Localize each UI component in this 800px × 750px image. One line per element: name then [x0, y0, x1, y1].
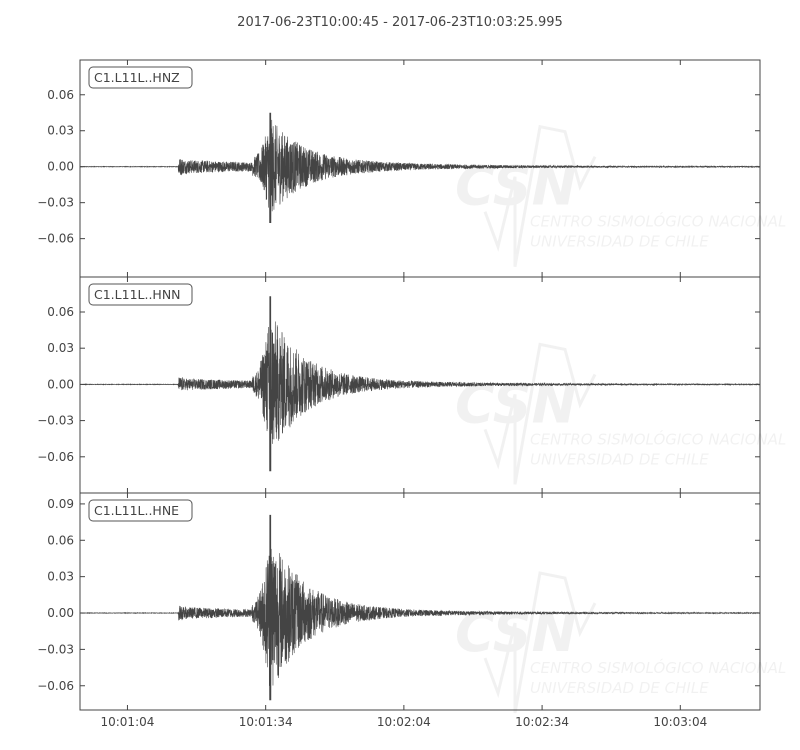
trace-label-text: C1.L11L..HNZ [94, 70, 180, 85]
y-tick-label: 0.00 [47, 377, 74, 391]
trace-label-text: C1.L11L..HNN [94, 287, 181, 302]
y-tick-label: 0.06 [47, 533, 74, 547]
y-tick-label: 0.00 [47, 160, 74, 174]
waveform-trace [79, 514, 760, 701]
waveform-trace [79, 296, 761, 472]
y-tick-label: 0.00 [47, 606, 74, 620]
chart-title: 2017-06-23T10:00:45 - 2017-06-23T10:03:2… [237, 15, 563, 30]
trace-label: C1.L11L..HNN [88, 283, 193, 306]
waveform-trace [79, 112, 761, 224]
y-tick-label: −0.03 [37, 196, 74, 210]
watermark-text: CENTRO SISMOLÓGICO NACIONAL [530, 429, 786, 448]
watermark-wave-icon [483, 124, 597, 267]
watermark-wave-icon [483, 571, 597, 714]
y-tick-label: 0.03 [47, 570, 74, 584]
watermark-text: CENTRO SISMOLÓGICO NACIONAL [530, 212, 786, 231]
axes-frame [79, 492, 761, 711]
watermark-text: UNIVERSIDAD DE CHILE [530, 450, 709, 468]
x-tick-label: 10:02:04 [377, 715, 431, 729]
trace-label-box [88, 66, 193, 89]
x-tick-label: 10:03:04 [653, 715, 707, 729]
x-tick-label: 10:01:34 [239, 715, 293, 729]
trace-label: C1.L11L..HNZ [88, 66, 193, 89]
y-tick-label: 0.06 [47, 88, 74, 102]
watermark-wave-icon [483, 342, 597, 485]
y-tick-label: −0.03 [37, 642, 74, 656]
y-tick-label: 0.03 [47, 341, 74, 355]
x-tick-label: 10:02:34 [515, 715, 569, 729]
y-tick-label: −0.06 [37, 450, 74, 464]
watermark-text: CENTRO SISMOLÓGICO NACIONAL [530, 658, 786, 677]
trace-label: C1.L11L..HNE [88, 499, 193, 522]
y-tick-label: −0.06 [37, 679, 74, 693]
x-tick-label: 10:01:04 [100, 715, 154, 729]
watermark-text: CSN [455, 372, 577, 435]
y-tick-label: 0.03 [47, 124, 74, 138]
y-tick-label: 0.06 [47, 305, 74, 319]
watermark-text: UNIVERSIDAD DE CHILE [530, 233, 709, 251]
watermark-text: CSN [455, 601, 577, 664]
trace-label-box [88, 499, 193, 522]
y-tick-label: −0.06 [37, 232, 74, 246]
trace-label-box [88, 283, 193, 306]
trace-label-text: C1.L11L..HNE [94, 503, 179, 518]
watermark-text: CSN [455, 155, 577, 218]
watermark-text: UNIVERSIDAD DE CHILE [530, 679, 709, 697]
y-tick-label: 0.09 [47, 497, 74, 511]
y-tick-label: −0.03 [37, 414, 74, 428]
